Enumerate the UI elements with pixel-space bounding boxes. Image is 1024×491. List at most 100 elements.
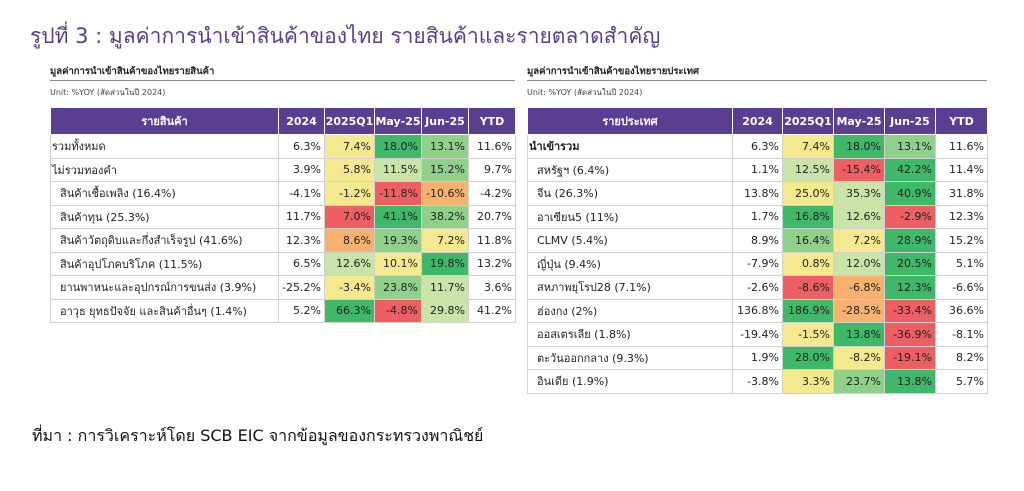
header-cell-label: รายประเทศ	[527, 107, 733, 135]
table-row: ตะวันออกกลาง (9.3%) 1.9% 28.0% -8.2% -19.1% 8…	[527, 345, 988, 370]
value-cell: 12.5%	[782, 157, 834, 182]
row-label: สินค้าวัตถุดิบและกึ่งสำเร็จรูป (41.6%)	[50, 228, 279, 253]
value-cell: 25.0%	[782, 181, 834, 206]
header-cell: 2024	[732, 107, 783, 135]
header-cell: May-25	[374, 107, 422, 135]
table-row: ออสเตรเลีย (1.8%) -19.4% -1.5% 13.8% -36.9% -…	[527, 322, 988, 347]
value-cell: 13.2%	[468, 251, 516, 276]
value-cell: 41.1%	[374, 204, 422, 229]
product-table-divider	[50, 80, 515, 81]
value-cell: 10.1%	[374, 251, 422, 276]
value-cell: 41.2%	[468, 298, 516, 323]
value-cell: 13.8%	[833, 322, 885, 347]
row-label: สหรัฐฯ (6.4%)	[527, 157, 733, 182]
value-cell: -7.9%	[732, 251, 783, 276]
value-cell: 13.8%	[884, 369, 936, 394]
value-cell: -4.8%	[374, 298, 422, 323]
value-cell: 16.4%	[782, 228, 834, 253]
value-cell: -2.9%	[884, 204, 936, 229]
value-cell: 7.2%	[833, 228, 885, 253]
value-cell: 11.4%	[935, 157, 988, 182]
table-row: ฮ่องกง (2%) 136.8% 186.9% -28.5% -33.4% 36.6%	[527, 298, 988, 323]
value-cell: -25.2%	[278, 275, 325, 300]
header-cell: 2025Q1	[782, 107, 834, 135]
value-cell: 36.6%	[935, 298, 988, 323]
row-label: รวมทั้งหมด	[50, 134, 279, 159]
row-label: สินค้าทุน (25.3%)	[50, 204, 279, 229]
country-table-unit: Unit: %YOY (สัดส่วนในปี 2024)	[527, 88, 643, 97]
value-cell: -8.2%	[833, 345, 885, 370]
table-row: ญี่ปุ่น (9.4%) -7.9% 0.8% 12.0% 20.5% 5.1%	[527, 251, 988, 276]
value-cell: 11.6%	[935, 134, 988, 159]
row-label: นำเข้ารวม	[527, 134, 733, 159]
value-cell: 8.6%	[324, 228, 375, 253]
value-cell: 15.2%	[421, 157, 469, 182]
row-label: ออสเตรเลีย (1.8%)	[527, 322, 733, 347]
product-import-panel: มูลค่าการนำเข้าสินค้าของไทยรายสินค้า Uni…	[50, 64, 516, 323]
value-cell: 7.2%	[421, 228, 469, 253]
table-row: สินค้าวัตถุดิบและกึ่งสำเร็จรูป (41.6%) 12…	[50, 228, 516, 253]
table-row: CLMV (5.4%) 8.9% 16.4% 7.2% 28.9% 15.2%	[527, 228, 988, 253]
value-cell: 3.3%	[782, 369, 834, 394]
header-cell: YTD	[468, 107, 516, 135]
table-header-row: รายประเทศ 2024 2025Q1 May-25 Jun-25 YTD	[527, 107, 988, 135]
value-cell: -3.4%	[324, 275, 375, 300]
value-cell: -4.1%	[278, 181, 325, 206]
value-cell: 42.2%	[884, 157, 936, 182]
value-cell: 23.7%	[833, 369, 885, 394]
value-cell: -33.4%	[884, 298, 936, 323]
value-cell: 5.1%	[935, 251, 988, 276]
value-cell: -4.2%	[468, 181, 516, 206]
value-cell: -1.5%	[782, 322, 834, 347]
table-row: ไม่รวมทองคำ 3.9% 5.8% 11.5% 15.2% 9.7%	[50, 157, 516, 182]
row-label: ไม่รวมทองคำ	[50, 157, 279, 182]
row-label: อาวุธ ยุทธปัจจัย และสินค้าอื่นๆ (1.4%)	[50, 298, 279, 323]
table-row: อาวุธ ยุทธปัจจัย และสินค้าอื่นๆ (1.4%) 5.…	[50, 298, 516, 323]
header-cell: YTD	[935, 107, 988, 135]
value-cell: -28.5%	[833, 298, 885, 323]
value-cell: 8.9%	[732, 228, 783, 253]
value-cell: 20.5%	[884, 251, 936, 276]
row-label: ญี่ปุ่น (9.4%)	[527, 251, 733, 276]
value-cell: 9.7%	[468, 157, 516, 182]
value-cell: 5.8%	[324, 157, 375, 182]
value-cell: 6.3%	[732, 134, 783, 159]
product-table-title: มูลค่าการนำเข้าสินค้าของไทยรายสินค้า	[50, 66, 215, 77]
value-cell: 3.6%	[468, 275, 516, 300]
value-cell: 18.0%	[833, 134, 885, 159]
value-cell: 7.0%	[324, 204, 375, 229]
header-cell-label: รายสินค้า	[50, 107, 279, 135]
value-cell: 35.3%	[833, 181, 885, 206]
value-cell: 12.6%	[324, 251, 375, 276]
header-cell: 2025Q1	[324, 107, 375, 135]
row-label: CLMV (5.4%)	[527, 228, 733, 253]
value-cell: 11.6%	[468, 134, 516, 159]
value-cell: 11.7%	[421, 275, 469, 300]
header-cell: Jun-25	[884, 107, 936, 135]
value-cell: 13.1%	[884, 134, 936, 159]
figure-title: รูปที่ 3 : มูลค่าการนำเข้าสินค้าของไทย ร…	[30, 24, 661, 48]
value-cell: -2.6%	[732, 275, 783, 300]
header-cell: May-25	[833, 107, 885, 135]
value-cell: -36.9%	[884, 322, 936, 347]
value-cell: 18.0%	[374, 134, 422, 159]
value-cell: 12.6%	[833, 204, 885, 229]
value-cell: 11.8%	[468, 228, 516, 253]
product-import-table: รายสินค้า 2024 2025Q1 May-25 Jun-25 YTD รวมทั…	[50, 107, 516, 323]
value-cell: 1.7%	[732, 204, 783, 229]
value-cell: -19.4%	[732, 322, 783, 347]
value-cell: -19.1%	[884, 345, 936, 370]
table-row: ยานพาหนะและอุปกรณ์การขนส่ง (3.9%) -25.2% -…	[50, 275, 516, 300]
value-cell: 0.8%	[782, 251, 834, 276]
row-label: สินค้าเชื้อเพลิง (16.4%)	[50, 181, 279, 206]
value-cell: 66.3%	[324, 298, 375, 323]
value-cell: 6.5%	[278, 251, 325, 276]
table-row: อาเซียน5 (11%) 1.7% 16.8% 12.6% -2.9% 12.3%	[527, 204, 988, 229]
country-table-divider	[527, 80, 987, 81]
table-row: อินเดีย (1.9%) -3.8% 3.3% 23.7% 13.8% 5.7%	[527, 369, 988, 394]
value-cell: 20.7%	[468, 204, 516, 229]
value-cell: -8.6%	[782, 275, 834, 300]
table-row: สหรัฐฯ (6.4%) 1.1% 12.5% -15.4% 42.2% 11.4%	[527, 157, 988, 182]
value-cell: 19.8%	[421, 251, 469, 276]
header-cell: Jun-25	[421, 107, 469, 135]
